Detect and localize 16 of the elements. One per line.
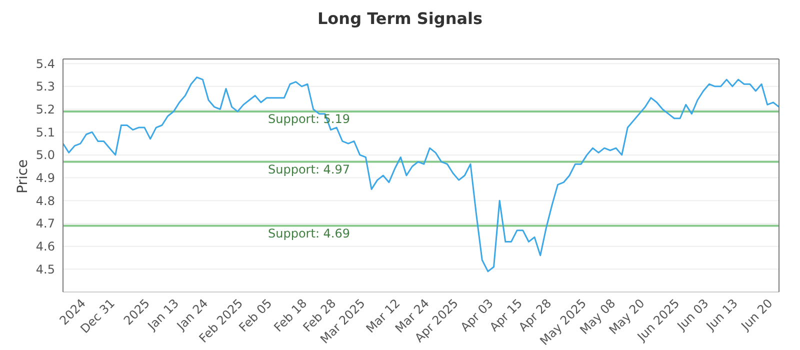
y-tick-label: 5.4 bbox=[36, 56, 55, 71]
y-tick-label: 5.0 bbox=[36, 148, 55, 162]
y-tick-label: 4.7 bbox=[36, 216, 55, 231]
chart-title: Long Term Signals bbox=[316, 8, 484, 30]
y-axis-title: Price bbox=[14, 159, 31, 194]
line-series bbox=[62, 76, 780, 272]
ref-line-label: Support: 4.69 bbox=[268, 226, 350, 240]
y-tick-label: 4.9 bbox=[36, 171, 55, 186]
y-tick-label: 5.1 bbox=[36, 125, 55, 140]
x-tick-label: Jun 20 bbox=[738, 296, 776, 334]
y-tick-label: 4.8 bbox=[36, 194, 55, 208]
ref-line-label: Support: 4.97 bbox=[268, 162, 350, 176]
y-tick-label: 5.3 bbox=[36, 80, 55, 94]
y-tick-label: 4.6 bbox=[36, 240, 55, 254]
y-tick-label: 4.5 bbox=[36, 262, 55, 276]
y-tick-label: 5.2 bbox=[36, 102, 55, 117]
